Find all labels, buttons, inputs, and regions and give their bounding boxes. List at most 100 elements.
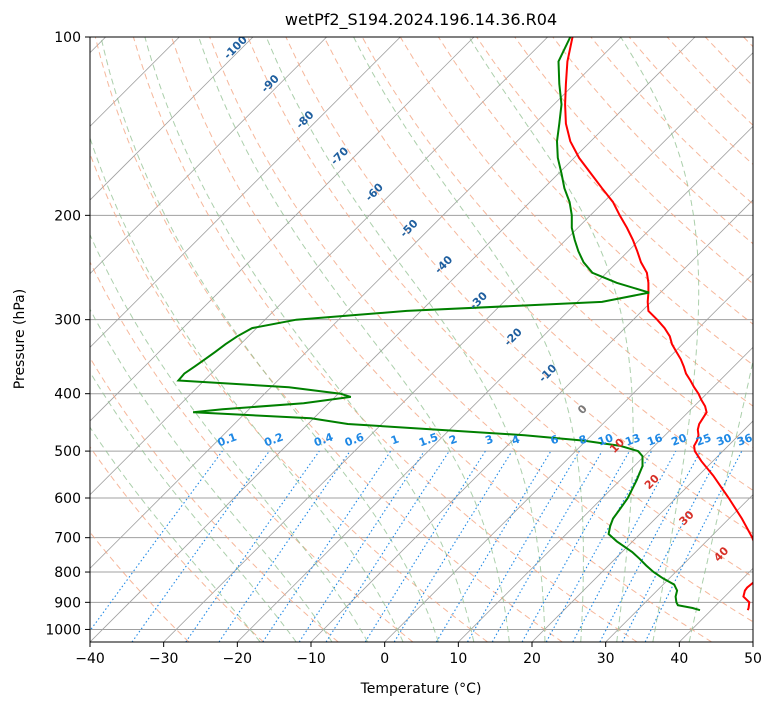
y-tick-label: 800 xyxy=(54,565,81,581)
x-axis-label: Temperature (°C) xyxy=(360,681,482,697)
y-tick-label: 600 xyxy=(54,491,81,507)
x-tick-label: −30 xyxy=(149,651,179,667)
moist-adiabat xyxy=(265,37,546,642)
isotherm-line xyxy=(90,37,548,496)
y-axis: 100 200 300 400 500 600 700 800 900 1000 xyxy=(45,30,90,638)
moist-adiabat xyxy=(90,136,404,642)
mixing-ratio-label: 30 xyxy=(715,431,734,449)
dry-adiabat-label: -30 xyxy=(467,289,490,312)
mixing-ratio-label: 25 xyxy=(694,431,713,448)
dry-adiabat xyxy=(90,531,190,642)
mixing-ratio-line xyxy=(644,450,743,642)
dry-adiabat xyxy=(323,37,753,491)
mixing-ratio-line xyxy=(262,450,392,642)
dry-adiabat xyxy=(514,37,753,285)
mixing-ratio-label: 0.6 xyxy=(343,430,366,449)
temperature-profile xyxy=(564,37,753,611)
mixing-ratio-label: 2 xyxy=(447,433,459,448)
dry-adiabat xyxy=(94,37,563,642)
moist-adiabat xyxy=(144,37,475,642)
mixing-ratio-label: 1.5 xyxy=(417,431,440,450)
dewpoint-profile xyxy=(176,37,701,612)
dry-adiabat-label: 20 xyxy=(642,472,662,492)
mixing-ratio-label: 1 xyxy=(389,433,401,448)
mixing-ratio-label: 20 xyxy=(670,431,689,449)
dry-adiabat xyxy=(476,37,753,325)
dry-adiabat xyxy=(247,37,753,578)
isotherm-line xyxy=(310,199,753,642)
mixing-ratio-line xyxy=(218,450,351,642)
dry-adiabat xyxy=(90,446,264,642)
isotherm-line xyxy=(163,52,753,642)
mixing-ratio-line xyxy=(521,450,630,642)
plot-frame xyxy=(89,36,754,643)
mixing-ratio-line xyxy=(90,450,223,632)
dry-adiabat-label: -90 xyxy=(259,72,282,95)
isotherm-line xyxy=(752,641,753,642)
series-layer xyxy=(176,37,753,612)
isotherm-line xyxy=(605,494,753,642)
dry-adiabat xyxy=(590,37,753,205)
x-tick-label: −40 xyxy=(75,651,105,667)
moist-adiabat xyxy=(90,426,261,642)
dry-adiabat xyxy=(285,37,753,535)
mixing-ratio-label: 3 xyxy=(483,433,495,448)
isotherm-line xyxy=(90,37,401,348)
dry-adiabat-label: -20 xyxy=(502,325,525,348)
moist-adiabat xyxy=(468,37,634,642)
dry-adiabat-label: 0 xyxy=(575,402,590,417)
moist-adiabat xyxy=(620,37,700,642)
mixing-ratio-label: 16 xyxy=(645,431,664,449)
dry-adiabat xyxy=(552,37,753,245)
dry-adiabat xyxy=(209,37,753,623)
y-tick-label: 900 xyxy=(54,595,81,611)
mixing-ratio-label: 8 xyxy=(577,433,589,448)
grid-layer xyxy=(90,37,753,642)
dry-adiabat xyxy=(90,356,339,642)
x-tick-label: 30 xyxy=(597,651,615,667)
moist-adiabat xyxy=(90,233,369,642)
y-tick-label: 300 xyxy=(54,313,81,329)
mixing-ratio-label: 13 xyxy=(623,431,642,448)
dry-adiabat xyxy=(90,260,414,642)
y-tick-label: 200 xyxy=(54,208,81,224)
dry-adiabat xyxy=(743,37,753,48)
mixing-ratio-line xyxy=(545,450,653,642)
dry-adiabat xyxy=(132,37,638,642)
y-tick-label: 100 xyxy=(54,30,81,46)
mixing-ratio-line xyxy=(364,450,486,642)
mixing-ratio-line xyxy=(393,450,513,642)
dry-adiabat-label: -10 xyxy=(536,361,559,384)
isotherm-line xyxy=(90,37,696,642)
x-tick-label: 50 xyxy=(744,651,762,667)
dry-adiabat-label: 30 xyxy=(677,508,697,528)
moist-adiabat xyxy=(198,37,510,642)
isotherm-line xyxy=(237,125,753,642)
y-tick-label: 500 xyxy=(54,444,81,460)
moist-adiabat xyxy=(90,371,297,642)
y-tick-label: 1000 xyxy=(45,622,81,638)
isotherm-line xyxy=(531,420,753,642)
moist-adiabat xyxy=(90,308,333,642)
mixing-ratio-label: 6 xyxy=(549,432,561,447)
isotherm-line xyxy=(384,273,753,642)
mixing-ratio-label: 36 xyxy=(735,431,754,449)
x-tick-label: 10 xyxy=(449,651,467,667)
moist-adiabat xyxy=(100,37,439,642)
mixing-ratio-line xyxy=(435,450,552,642)
moist-adiabat xyxy=(353,37,584,642)
mixing-ratio-line xyxy=(325,450,450,642)
mixing-ratio-line xyxy=(185,450,320,642)
x-tick-label: 40 xyxy=(670,651,688,667)
x-tick-label: −20 xyxy=(223,651,253,667)
dry-adiabat xyxy=(90,152,488,642)
adiabat-label-layer: 0.1 0.2 0.4 0.6 1 1.5 2 3 4 6 8 10 13 16 20 25 30 36-100-… xyxy=(216,37,754,564)
mixing-ratio-label: 10 xyxy=(596,431,615,449)
x-tick-label: 20 xyxy=(523,651,541,667)
y-tick-label: 400 xyxy=(54,387,81,403)
y-tick-label: 700 xyxy=(54,531,81,547)
isotherm-line xyxy=(90,37,327,275)
dry-adiabat-label: -40 xyxy=(432,253,455,276)
x-tick-label: −10 xyxy=(296,651,326,667)
